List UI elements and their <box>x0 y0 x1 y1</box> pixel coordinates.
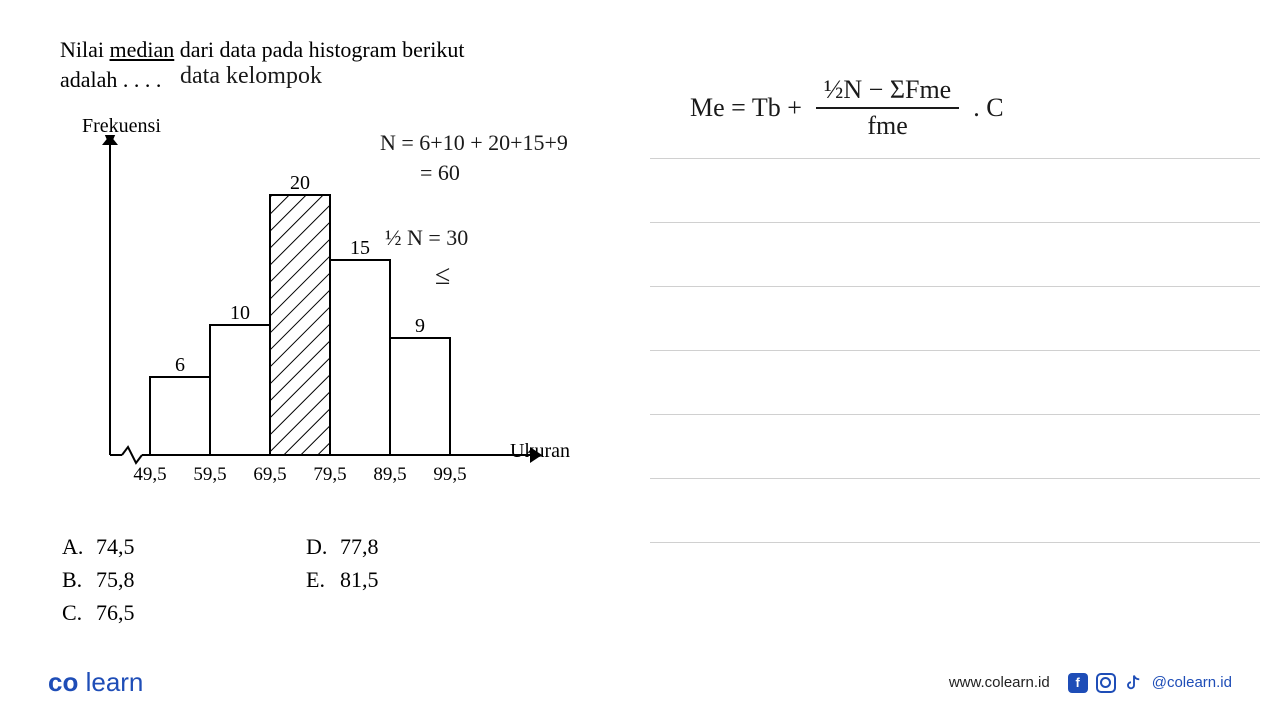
colearn-logo: co learn <box>48 667 143 698</box>
hw-n-line2: = 60 <box>420 160 460 186</box>
bar-2 <box>210 325 270 455</box>
logo-co: co <box>48 667 78 697</box>
bar-label-3: 20 <box>290 172 310 194</box>
opt-c-letter: C. <box>62 596 96 629</box>
question-text: Nilai median dari data pada histogram be… <box>60 35 640 94</box>
q-underline: median <box>110 37 175 62</box>
footer: co learn www.colearn.id f @colearn.id <box>0 667 1280 698</box>
facebook-icon: f <box>1068 673 1088 693</box>
footer-url: www.colearn.id <box>949 674 1050 691</box>
q-line2: adalah . . . . <box>60 67 161 92</box>
logo-dot <box>78 667 85 697</box>
opt-b-letter: B. <box>62 563 96 596</box>
tiktok-icon <box>1124 673 1144 693</box>
histogram-chart: Frekuensi Ukuran 6 10 20 15 <box>60 115 570 495</box>
formula-num: ½N − ΣFme <box>816 75 959 109</box>
answer-options: A. 74,5 D. 77,8 B. 75,8 E. 81,5 C. 76,5 <box>62 530 400 629</box>
question-block: Nilai median dari data pada histogram be… <box>60 35 640 94</box>
opt-e-val: 81,5 <box>340 563 400 596</box>
hw-n-line1: N = 6+10 + 20+15+9 <box>380 130 568 156</box>
opt-d-letter: D. <box>306 530 340 563</box>
q-line1-post: dari data pada histogram berikut <box>174 37 464 62</box>
xtick-2: 69,5 <box>253 464 286 485</box>
social-icons: f @colearn.id <box>1068 673 1232 693</box>
bar-group: 6 10 20 15 9 <box>150 172 450 455</box>
opt-d-val: 77,8 <box>340 530 400 563</box>
chart-svg: 6 10 20 15 9 49,5 59,5 69,5 79,5 89,5 99… <box>60 135 560 495</box>
instagram-icon <box>1096 673 1116 693</box>
xtick-0: 49,5 <box>133 464 166 485</box>
bar-5 <box>390 338 450 455</box>
bar-1 <box>150 377 210 455</box>
bar-4 <box>330 260 390 455</box>
opt-a-letter: A. <box>62 530 96 563</box>
xtick-5: 99,5 <box>433 464 466 485</box>
formula-fraction: ½N − ΣFme fme <box>816 75 959 141</box>
opt-b-val: 75,8 <box>96 563 156 596</box>
q-line1-pre: Nilai <box>60 37 110 62</box>
formula-den: fme <box>867 109 907 141</box>
work-area: Me = Tb + ½N − ΣFme fme . C <box>650 60 1250 620</box>
footer-handle: @colearn.id <box>1152 674 1232 691</box>
bar-3 <box>270 195 330 455</box>
bar-label-1: 6 <box>175 354 185 376</box>
xtick-1: 59,5 <box>193 464 226 485</box>
opt-e-letter: E. <box>306 563 340 596</box>
ruled-lines <box>650 158 1260 628</box>
hw-arrow-mark: ≤ <box>435 260 450 292</box>
bar-label-2: 10 <box>230 302 250 324</box>
formula-lhs: Me = Tb + <box>690 93 802 123</box>
xtick-4: 89,5 <box>373 464 406 485</box>
opt-c-val: 76,5 <box>96 596 156 629</box>
xtick-3: 79,5 <box>313 464 346 485</box>
median-formula: Me = Tb + ½N − ΣFme fme . C <box>690 75 1004 141</box>
formula-tail: . C <box>973 93 1003 123</box>
bar-label-4: 15 <box>350 237 370 259</box>
hw-data-kelompok: data kelompok <box>180 63 322 90</box>
footer-right: www.colearn.id f @colearn.id <box>949 673 1232 693</box>
opt-a-val: 74,5 <box>96 530 156 563</box>
logo-learn: learn <box>86 667 144 697</box>
hw-half-n: ½ N = 30 <box>385 225 468 251</box>
bar-label-5: 9 <box>415 315 425 337</box>
